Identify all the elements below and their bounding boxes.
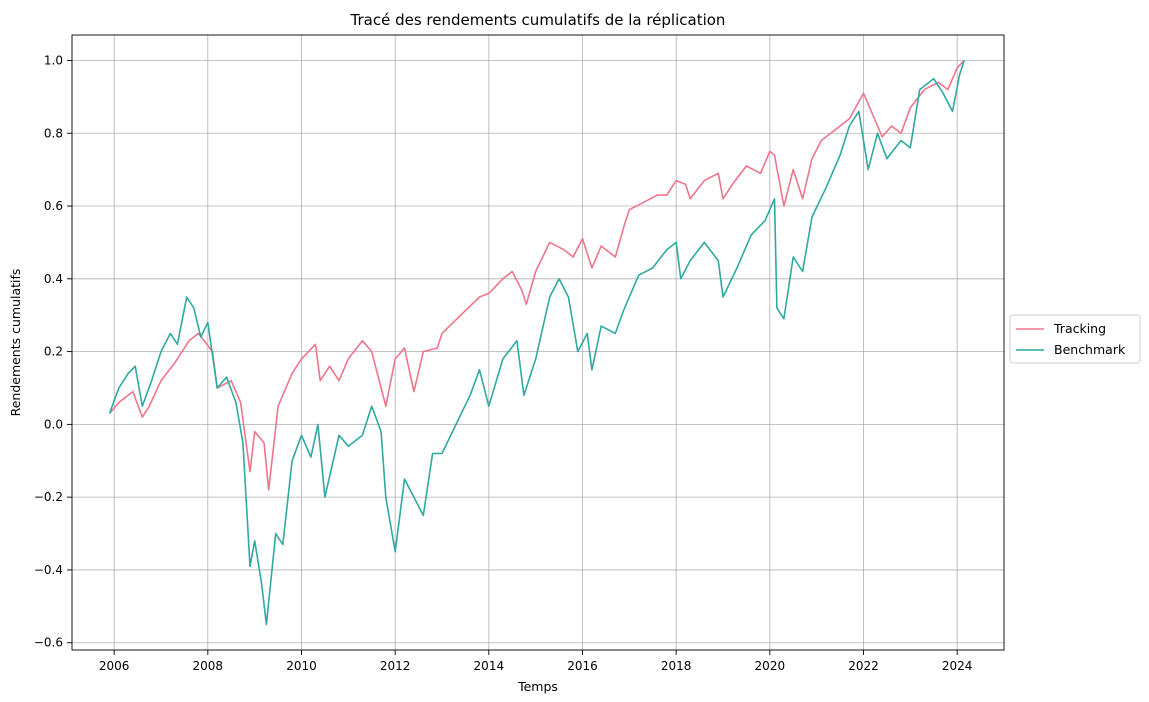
x-tick-label: 2010 [286,659,317,673]
y-tick-label: −0.2 [34,490,63,504]
series-lines [108,59,965,626]
x-tick-label: 2018 [661,659,692,673]
y-axis-title: Rendements cumulatifs [8,269,23,417]
plot-frame [71,34,1005,651]
x-tick-label: 2024 [942,659,973,673]
grid-lines [72,35,1004,650]
x-axis-ticks: 2006 2008 2010 2012 2014 2016 2018 2020 2022 2024 [99,650,973,673]
series-line-tracking [108,59,965,491]
y-tick-label: 1.0 [44,53,63,67]
y-axis-ticks: −0.6 −0.4 −0.2 0.0 0.2 0.4 0.6 0.8 1.0 [34,53,72,650]
series-line-benchmark [108,60,965,626]
chart-title: Tracé des rendements cumulatifs de la ré… [350,11,726,29]
x-tick-label: 2016 [567,659,598,673]
y-tick-label: 0.8 [44,126,63,140]
legend-label-tracking: Tracking [1053,321,1106,336]
x-tick-label: 2020 [755,659,786,673]
legend-label-benchmark: Benchmark [1054,342,1126,357]
y-tick-label: 0.0 [44,417,63,431]
x-tick-label: 2012 [380,659,411,673]
legend-box [1009,314,1141,364]
y-tick-label: −0.4 [34,563,63,577]
y-tick-label: 0.2 [44,345,63,359]
x-tick-label: 2008 [193,659,224,673]
y-tick-label: −0.6 [34,636,63,650]
x-tick-label: 2014 [474,659,505,673]
y-tick-label: 0.6 [44,199,63,213]
x-tick-label: 2006 [99,659,130,673]
y-tick-label: 0.4 [44,272,63,286]
legend: Tracking Benchmark [1009,314,1141,364]
x-tick-label: 2022 [848,659,879,673]
x-axis-title: Temps [517,679,558,694]
